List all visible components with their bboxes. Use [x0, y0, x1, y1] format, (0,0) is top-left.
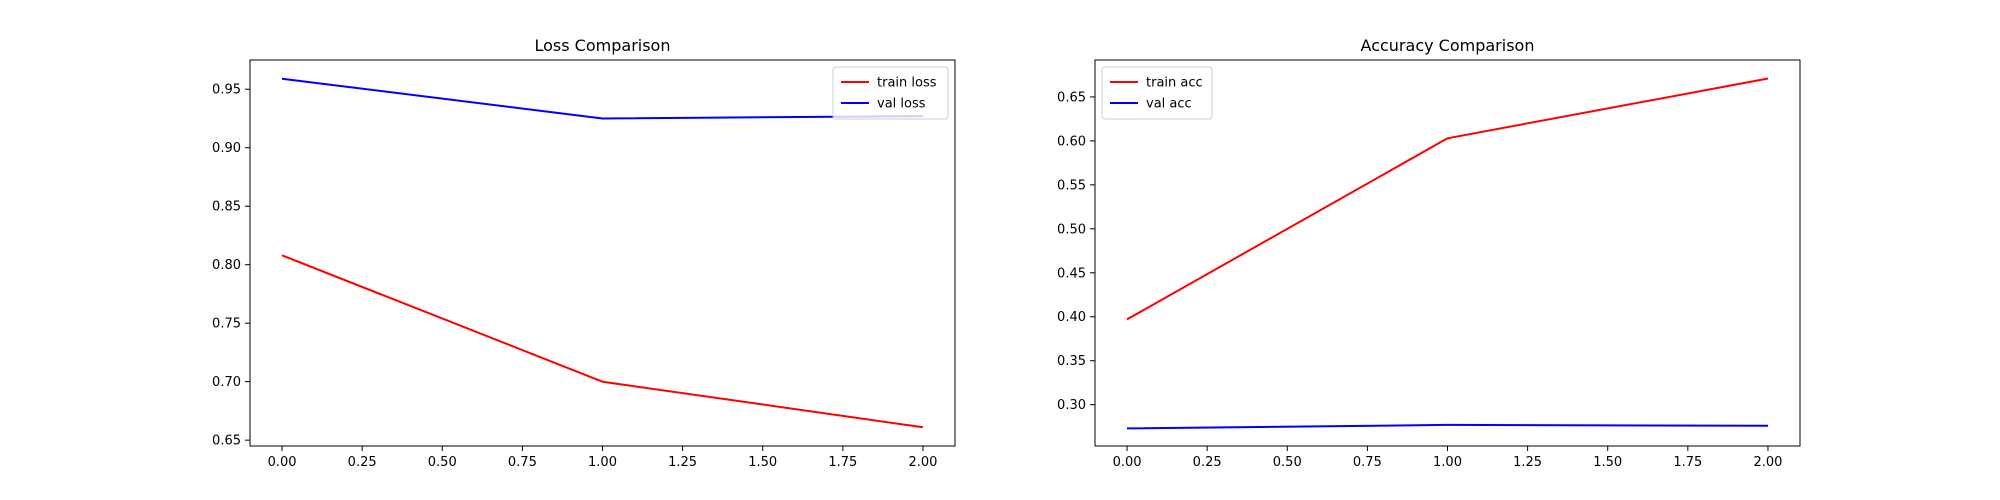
legend-label: train acc	[1146, 76, 1203, 91]
x-tick-label: 1.75	[1673, 455, 1702, 470]
y-tick-label: 0.65	[1057, 90, 1086, 105]
x-tick-label: 1.50	[748, 455, 777, 470]
x-tick-label: 0.75	[1353, 455, 1382, 470]
y-tick-label: 0.85	[212, 200, 241, 215]
y-tick-label: 0.30	[1057, 398, 1086, 413]
plot-area: 0.00 0.25 0.50 0.75 1.00 1.25 1.50 1.75 2.00 0.65…	[212, 59, 956, 470]
legend-label: val loss	[877, 97, 926, 112]
x-tick-label: 1.50	[1593, 455, 1622, 470]
y-tick-label: 0.50	[1057, 222, 1086, 237]
x-tick-label: 1.75	[828, 455, 857, 470]
x-tick-label: 0.00	[1113, 455, 1142, 470]
y-tick-label: 0.55	[1057, 178, 1086, 193]
x-tick-label: 2.00	[908, 455, 937, 470]
chart-title: Loss Comparison	[535, 36, 671, 55]
chart-title: Accuracy Comparison	[1361, 36, 1535, 55]
y-tick-label: 0.45	[1057, 266, 1086, 281]
legend-box	[1101, 66, 1213, 120]
y-tick-label: 0.40	[1057, 310, 1086, 325]
y-tick-label: 0.35	[1057, 354, 1086, 369]
x-tick-label: 0.75	[508, 455, 537, 470]
y-tick-label: 0.90	[212, 141, 241, 156]
series-line-val-loss	[281, 77, 924, 120]
x-tick-label: 0.50	[1273, 455, 1302, 470]
y-tick-label: 0.60	[1057, 134, 1086, 149]
legend-label: train loss	[877, 76, 937, 91]
y-tick-label: 0.75	[212, 317, 241, 332]
series-line-val-acc	[1126, 423, 1769, 430]
series-line-train-acc	[1126, 77, 1769, 321]
y-tick-label: 0.70	[212, 375, 241, 390]
x-tick-label: 0.25	[348, 455, 377, 470]
x-tick-label: 0.00	[268, 455, 297, 470]
loss-comparison-panel: Loss Comparison 0.00 0.25 0.50 0.75 1.00 1.25…	[212, 36, 956, 470]
legend-box	[832, 66, 949, 120]
x-tick-label: 1.25	[1513, 455, 1542, 470]
x-tick-label: 0.50	[428, 455, 457, 470]
x-tick-label: 1.00	[588, 455, 617, 470]
legend: train loss val loss	[832, 66, 949, 120]
x-tick-label: 1.25	[668, 455, 697, 470]
y-tick-label: 0.65	[212, 434, 241, 449]
legend: train acc val acc	[1101, 66, 1213, 120]
y-tick-label: 0.80	[212, 258, 241, 273]
x-tick-label: 1.00	[1433, 455, 1462, 470]
x-tick-label: 2.00	[1753, 455, 1782, 470]
legend-label: val acc	[1146, 97, 1192, 112]
x-tick-label: 0.25	[1193, 455, 1222, 470]
y-tick-label: 0.95	[212, 83, 241, 98]
plot-area: 0.00 0.25 0.50 0.75 1.00 1.25 1.50 1.75 2.00 0.30…	[1057, 59, 1801, 470]
series-line-train-loss	[281, 254, 924, 429]
accuracy-comparison-panel: Accuracy Comparison 0.00 0.25 0.50 0.75 1.00…	[1057, 36, 1801, 470]
